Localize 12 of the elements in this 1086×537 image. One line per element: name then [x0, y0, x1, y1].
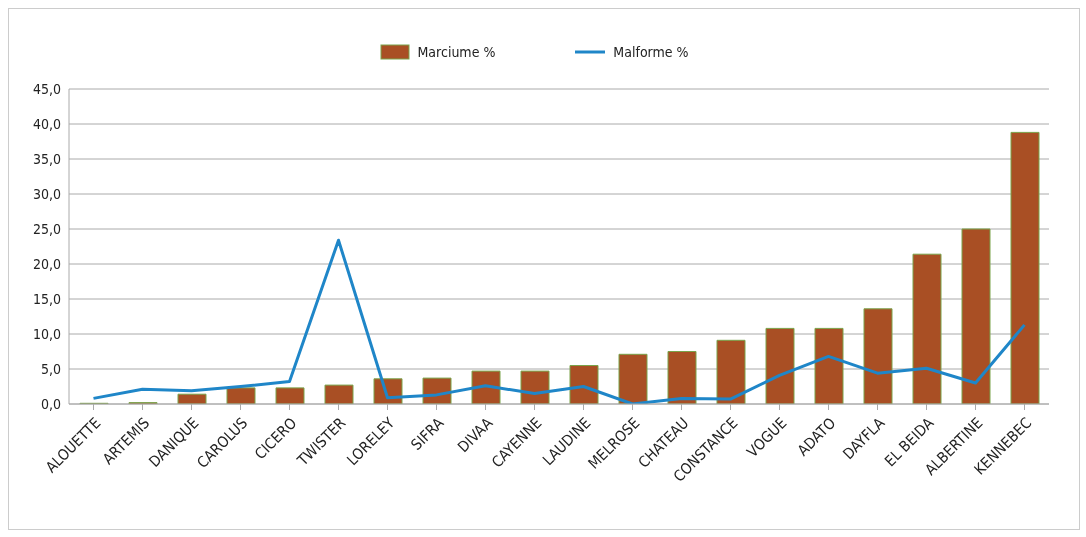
legend-label: Marciume %: [416, 44, 496, 60]
legend-label: Malforme %: [612, 44, 689, 60]
y-tick-label: 30,0: [32, 185, 61, 202]
y-tick-label: 15,0: [32, 290, 61, 307]
y-tick-label: 10,0: [32, 325, 61, 342]
y-tick-label: 5,0: [40, 360, 61, 377]
y-tick-label: 0,0: [40, 395, 61, 412]
y-tick-label: 35,0: [32, 150, 61, 167]
y-tick-label: 40,0: [32, 115, 61, 132]
y-tick-label: 20,0: [32, 255, 61, 272]
y-tick-label: 45,0: [32, 80, 61, 97]
y-tick-label: 25,0: [32, 220, 61, 237]
